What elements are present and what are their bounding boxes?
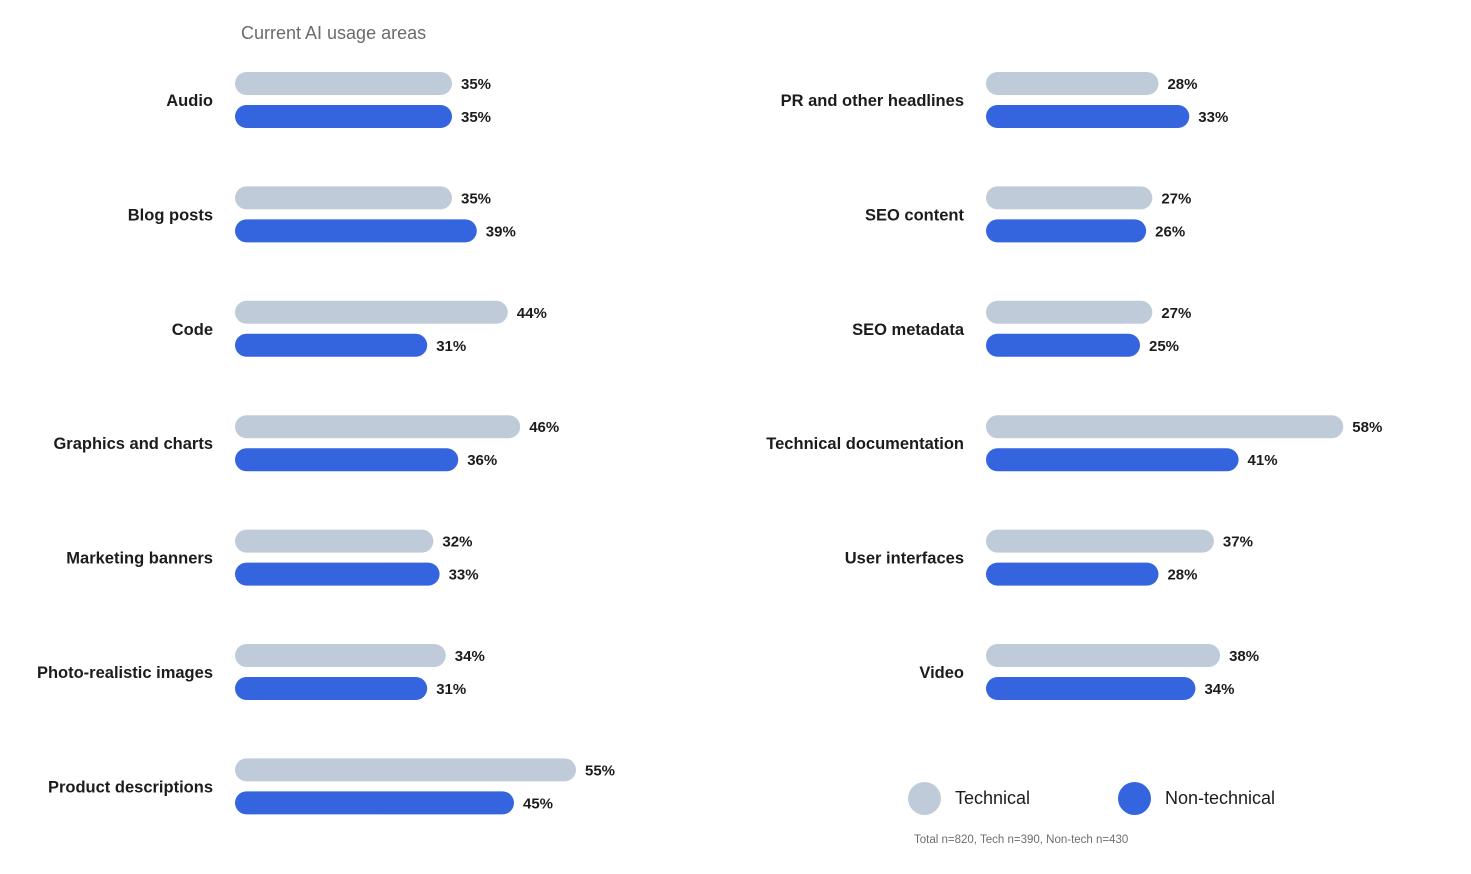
- category-label-technical-documentation: Technical documentation: [766, 435, 964, 453]
- category-label-seo-metadata: SEO metadata: [852, 321, 965, 339]
- bar-technical-user-interfaces: [986, 529, 1214, 553]
- value-label-technical-user-interfaces: 37%: [1223, 534, 1253, 551]
- bar-non-technical-pr-and-other-headlines: [986, 105, 1190, 128]
- legend-item-non-technical: Non-technical: [1118, 781, 1275, 815]
- value-label-non-technical-user-interfaces: 28%: [1167, 567, 1197, 584]
- category-label-product-descriptions: Product descriptions: [48, 778, 213, 796]
- bar-technical-marketing-banners: [235, 529, 434, 553]
- value-label-non-technical-video: 34%: [1204, 681, 1234, 698]
- bar-non-technical-code: [235, 333, 428, 357]
- bar-technical-seo-metadata: [986, 300, 1153, 324]
- bar-non-technical-seo-content: [986, 219, 1147, 243]
- bar-non-technical-graphics-and-charts: [235, 448, 459, 472]
- bar-non-technical-user-interfaces: [986, 562, 1159, 586]
- legend-item-technical: Technical: [908, 781, 1030, 815]
- category-label-seo-content: SEO content: [865, 206, 965, 224]
- bar-technical-seo-content: [986, 186, 1153, 210]
- value-label-non-technical-blog-posts: 39%: [486, 223, 516, 240]
- footnote: Total n=820, Tech n=390, Non-tech n=430: [914, 834, 1129, 846]
- legend-swatch-non-technical: [1118, 781, 1151, 815]
- bar-technical-blog-posts: [235, 186, 452, 210]
- value-label-technical-graphics-and-charts: 46%: [529, 419, 559, 436]
- value-label-non-technical-technical-documentation: 41%: [1248, 452, 1278, 469]
- value-label-technical-audio: 35%: [461, 76, 491, 93]
- category-label-code: Code: [172, 321, 213, 339]
- value-label-technical-video: 38%: [1229, 648, 1259, 665]
- value-label-technical-pr-and-other-headlines: 28%: [1167, 76, 1197, 93]
- value-label-technical-seo-content: 27%: [1161, 190, 1191, 207]
- value-label-technical-photo-realistic-images: 34%: [455, 648, 485, 665]
- value-label-non-technical-product-descriptions: 45%: [523, 795, 553, 812]
- legend-label-non-technical: Non-technical: [1165, 787, 1276, 808]
- bar-technical-product-descriptions: [235, 758, 576, 782]
- bar-non-technical-product-descriptions: [235, 791, 514, 815]
- bar-technical-video: [986, 644, 1221, 667]
- value-label-non-technical-pr-and-other-headlines: 33%: [1198, 109, 1228, 126]
- category-label-pr-and-other-headlines: PR and other headlines: [781, 92, 964, 110]
- bar-technical-audio: [235, 72, 452, 95]
- bar-technical-graphics-and-charts: [235, 415, 521, 439]
- bar-non-technical-marketing-banners: [235, 562, 440, 586]
- bar-technical-technical-documentation: [986, 415, 1344, 439]
- value-label-non-technical-photo-realistic-images: 31%: [436, 681, 466, 698]
- value-label-non-technical-marketing-banners: 33%: [449, 567, 479, 584]
- bar-technical-code: [235, 300, 508, 324]
- bar-non-technical-audio: [235, 105, 452, 128]
- value-label-technical-code: 44%: [517, 305, 547, 322]
- bar-non-technical-photo-realistic-images: [235, 677, 428, 700]
- bar-non-technical-seo-metadata: [986, 333, 1140, 357]
- category-label-user-interfaces: User interfaces: [845, 550, 964, 568]
- bar-technical-photo-realistic-images: [235, 644, 446, 667]
- bar-non-technical-technical-documentation: [986, 448, 1239, 472]
- value-label-technical-marketing-banners: 32%: [442, 534, 472, 551]
- category-label-blog-posts: Blog posts: [128, 206, 213, 224]
- value-label-non-technical-seo-metadata: 25%: [1149, 338, 1179, 355]
- category-label-audio: Audio: [166, 92, 213, 110]
- category-label-photo-realistic-images: Photo-realistic images: [37, 664, 213, 682]
- bar-non-technical-blog-posts: [235, 219, 477, 243]
- category-label-marketing-banners: Marketing banners: [66, 550, 213, 568]
- legend-label-technical: Technical: [955, 787, 1031, 808]
- value-label-technical-product-descriptions: 55%: [585, 762, 615, 779]
- bar-non-technical-video: [986, 677, 1196, 700]
- value-label-technical-technical-documentation: 58%: [1352, 419, 1382, 436]
- category-label-graphics-and-charts: Graphics and charts: [53, 435, 213, 453]
- legend-swatch-technical: [908, 781, 941, 815]
- value-label-technical-blog-posts: 35%: [461, 190, 491, 207]
- category-label-video: Video: [919, 664, 964, 682]
- chart-title: Current AI usage areas: [241, 23, 427, 43]
- value-label-non-technical-seo-content: 26%: [1155, 223, 1185, 240]
- value-label-non-technical-graphics-and-charts: 36%: [467, 452, 497, 469]
- value-label-technical-seo-metadata: 27%: [1161, 305, 1191, 322]
- value-label-non-technical-audio: 35%: [461, 109, 491, 126]
- value-label-non-technical-code: 31%: [436, 338, 466, 355]
- bar-technical-pr-and-other-headlines: [986, 72, 1159, 95]
